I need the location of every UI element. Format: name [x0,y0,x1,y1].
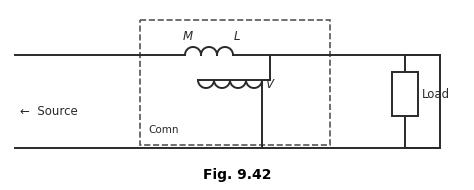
Text: V: V [265,78,273,91]
Text: Comn: Comn [148,125,179,135]
Bar [140,20,330,145]
Text: ←  Source: ← Source [20,105,78,118]
Bar [392,72,418,116]
Text: M: M [183,30,193,43]
Text: Fig. 9.42: Fig. 9.42 [203,168,271,182]
Text: Load: Load [422,88,450,101]
Text: L: L [234,30,240,43]
